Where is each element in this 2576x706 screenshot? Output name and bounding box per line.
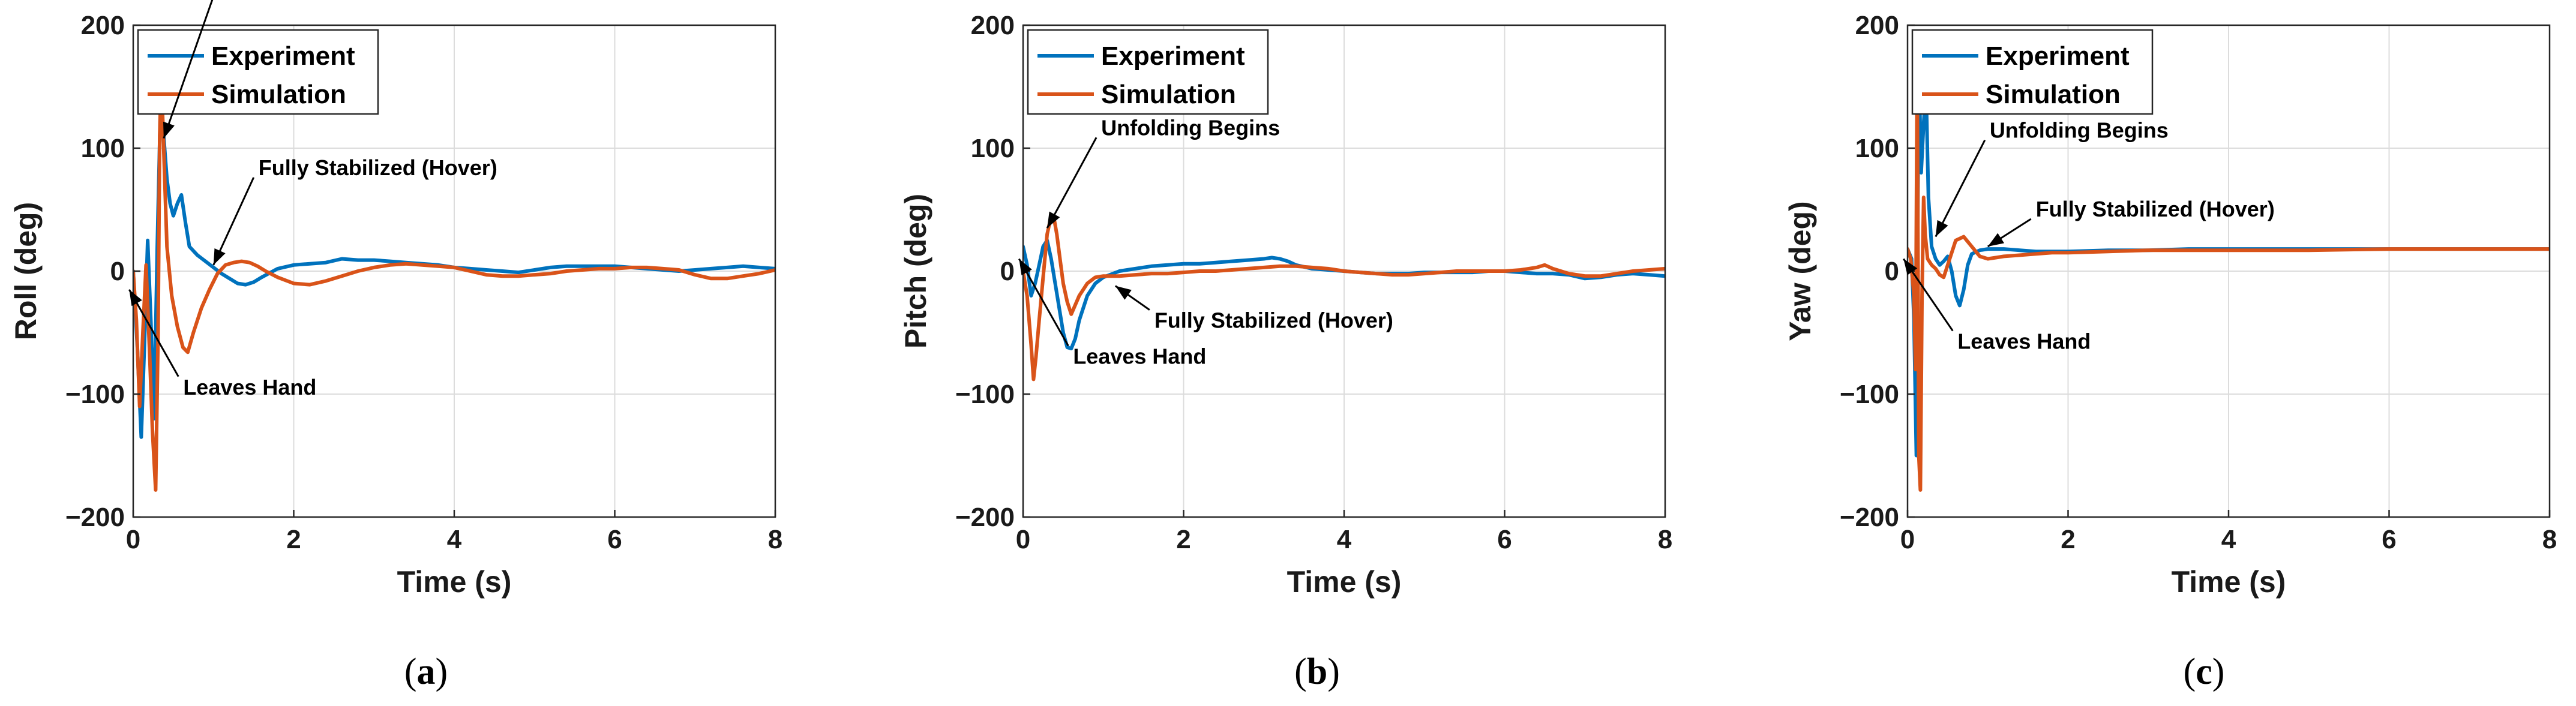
legend-box	[1027, 29, 1269, 115]
y-axis-label: Roll (deg)	[9, 202, 43, 341]
annotation-2-arrow-head	[129, 289, 142, 307]
y-tick-label: 0	[1885, 257, 1899, 286]
x-tick-label: 6	[1497, 525, 1512, 554]
x-tick-label: 0	[1900, 525, 1915, 554]
annotation-0: Unfolding Begins	[1046, 115, 1280, 229]
annotation-2: Leaves Hand	[1903, 258, 2091, 354]
x-tick-label: 2	[286, 525, 301, 554]
annotation-label: Fully Stabilized (Hover)	[2036, 197, 2275, 221]
legend-label-simulation: Simulation	[1986, 80, 2121, 109]
annotation-2-arrow-head	[1903, 259, 1918, 275]
subfigure-caption: (a)	[404, 651, 448, 692]
annotation-2-arrow-line	[128, 289, 179, 377]
x-tick-label: 2	[2061, 525, 2075, 554]
legend-box	[1911, 29, 2154, 115]
y-axis-label: Yaw (deg)	[1783, 201, 1817, 341]
legend-label-experiment: Experiment	[1101, 41, 1245, 71]
subfigure-caption: (b)	[1294, 651, 1340, 692]
annotation-1: Fully Stabilized (Hover)	[212, 155, 497, 266]
annotation-label: Unfolding Begins	[1990, 118, 2169, 143]
annotation-2-arrow-line	[1018, 258, 1069, 347]
annotation-0-arrow-head	[1935, 220, 1948, 237]
legend-label-experiment: Experiment	[1986, 41, 2130, 71]
y-tick-label: 0	[1000, 257, 1015, 286]
x-tick-label: 0	[1016, 525, 1030, 554]
annotation-label: Fully Stabilized (Hover)	[259, 155, 497, 180]
y-tick-label: 200	[1855, 11, 1899, 40]
annotation-1: Fully Stabilized (Hover)	[1987, 197, 2275, 248]
annotation-2: Leaves Hand	[128, 289, 316, 399]
x-tick-label: 4	[2221, 525, 2236, 554]
y-tick-label: 100	[81, 134, 125, 163]
x-axis-label: Time (s)	[2172, 565, 2286, 599]
y-tick-label: 100	[971, 134, 1015, 163]
legend-label-simulation: Simulation	[1101, 80, 1236, 109]
annotation-2: Leaves Hand	[1018, 258, 1206, 369]
legend: Experiment Simulation	[137, 29, 379, 115]
y-tick-label: −100	[65, 380, 125, 409]
x-tick-label: 4	[1337, 525, 1352, 554]
annotation-1-arrow-head	[1987, 233, 2005, 247]
x-tick-label: 8	[2542, 525, 2557, 554]
y-tick-label: 0	[110, 257, 125, 286]
x-tick-label: 6	[2382, 525, 2396, 554]
y-tick-label: −100	[955, 380, 1015, 409]
annotation-0: Unfolding Begins	[1935, 118, 2169, 238]
x-axis-label: Time (s)	[1287, 565, 1402, 599]
y-tick-label: 200	[971, 11, 1015, 40]
annotation-0-arrow-head	[163, 121, 175, 139]
legend-label-experiment: Experiment	[211, 41, 355, 71]
series-line-experiment	[1023, 238, 1665, 351]
annotation-label: Leaves Hand	[1073, 344, 1206, 369]
x-tick-label: 0	[126, 525, 140, 554]
x-axis-label: Time (s)	[397, 565, 512, 599]
annotation-1-arrow-head	[1115, 286, 1132, 300]
y-tick-label: 100	[1855, 134, 1899, 163]
annotation-1-arrow-line	[212, 177, 255, 266]
y-tick-label: −200	[955, 503, 1015, 532]
annotation-0: Unfolding Begins	[163, 0, 214, 139]
annotation-0-arrow-line	[163, 0, 214, 139]
legend: Experiment Simulation	[1911, 29, 2154, 115]
series-line-simulation	[1908, 50, 2550, 492]
annotation-2-arrow-head	[1019, 259, 1032, 276]
annotation-label: Leaves Hand	[1957, 329, 2091, 354]
annotation-0-arrow-line	[1935, 139, 1986, 238]
annotation-0-arrow-line	[1046, 137, 1097, 229]
x-tick-label: 6	[607, 525, 622, 554]
y-tick-label: −200	[65, 503, 125, 532]
chart-panel-c: 0 2 4 6 8 −200 −100 0 100 200 Time (s) Yaw (deg) Exp…	[1783, 11, 2557, 692]
x-tick-label: 8	[1658, 525, 1672, 554]
chart-panel-b: 0 2 4 6 8 −200 −100 0 100 200 Time (s) Pitch (deg) E…	[899, 11, 1672, 692]
legend-label-simulation: Simulation	[211, 80, 346, 109]
annotation-1: Fully Stabilized (Hover)	[1114, 285, 1393, 333]
subfigure-caption: (c)	[2184, 651, 2225, 692]
chart-panel-a: 0 2 4 6 8 −200 −100 0 100 200 Time (s) Roll (deg) Ex…	[9, 0, 782, 692]
y-tick-label: 200	[81, 11, 125, 40]
annotation-label: Leaves Hand	[183, 375, 316, 399]
y-tick-label: −200	[1840, 503, 1899, 532]
legend: Experiment Simulation	[1027, 29, 1269, 115]
y-tick-label: −100	[1840, 380, 1899, 409]
annotation-label: Fully Stabilized (Hover)	[1154, 308, 1393, 333]
y-axis-label: Pitch (deg)	[899, 194, 932, 349]
annotation-label: Unfolding Begins	[1101, 115, 1280, 140]
x-tick-label: 2	[1176, 525, 1190, 554]
annotation-1-arrow-head	[213, 248, 226, 265]
x-tick-label: 8	[768, 525, 782, 554]
x-tick-label: 4	[447, 525, 462, 554]
annotation-0-arrow-head	[1047, 211, 1060, 229]
